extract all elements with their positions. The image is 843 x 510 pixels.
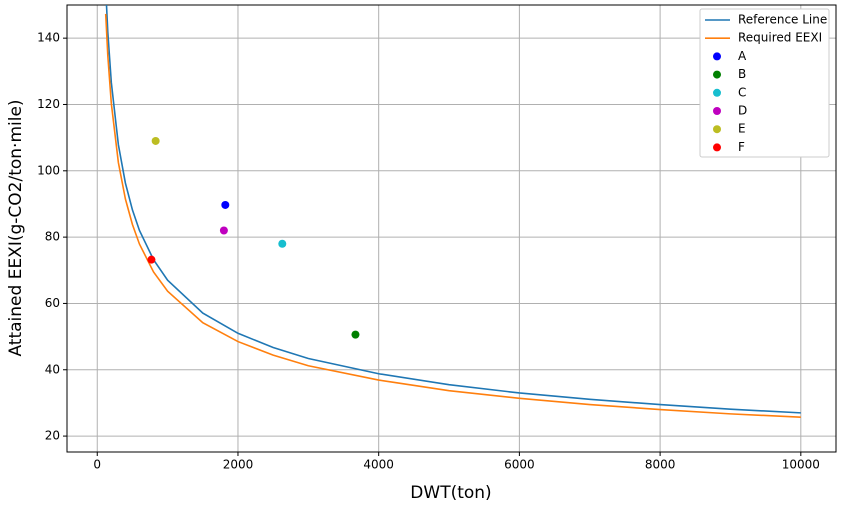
legend-box [699,8,830,158]
legend-label: B [738,67,746,81]
legend-swatch [713,88,721,97]
line [105,5,801,414]
y-tick-label: 120 [37,97,60,111]
y-tick-label: 40 [45,362,60,376]
y-tick-label: 140 [37,31,60,45]
legend-label: C [738,85,746,99]
legend-label: D [738,104,747,118]
plot-frame [66,4,837,453]
plot-area [104,5,801,418]
legend-swatch [713,52,721,61]
legend-label: E [738,122,746,136]
point [221,200,230,209]
x-axis-label: DWT(ton) [410,483,491,503]
y-axis-label: Attained EEXI(g-CO2/ton·mile) [6,99,26,356]
legend-label: Reference Line [738,13,827,27]
x-tick-label: 4000 [363,458,394,472]
x-tick-label: 6000 [504,458,535,472]
x-tick-label: 2000 [223,458,254,472]
y-tick-label: 100 [37,163,60,177]
point [219,226,228,235]
x-tick-label: 0 [93,458,101,472]
legend-label: F [738,140,745,154]
y-tick-label: 20 [45,429,60,443]
legend-swatch [713,107,721,115]
point [351,330,360,339]
x-tick-label: 8000 [645,458,676,472]
legend-label: Required EEXI [738,31,822,45]
legend-label: A [738,49,747,63]
legend-swatch [713,143,721,152]
legend-swatch [713,125,721,134]
point [151,136,160,145]
x-tick-label: 10000 [782,458,820,472]
point [147,255,156,264]
y-tick-label: 80 [45,230,60,244]
legend-swatch [713,70,721,79]
line [104,13,801,418]
point [278,239,287,248]
y-tick-label: 60 [45,296,60,310]
